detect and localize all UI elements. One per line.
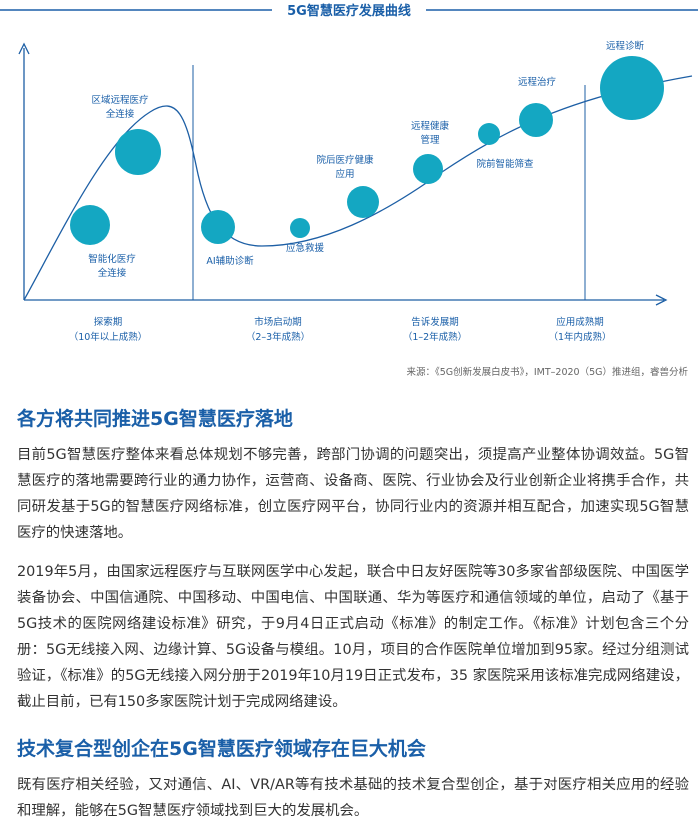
diagram: 5G智慧医疗发展曲线 智能化医疗全连接区域远程医疗全连接AI辅助诊断应急救援院后… <box>0 3 698 343</box>
paragraph: 2019年5月，由国家远程医疗与互联网医学中心发起，联合中日友好医院等30多家省… <box>17 564 689 710</box>
node-circle <box>201 210 235 244</box>
node-circle <box>600 56 664 120</box>
section-heading: 各方将共同推进5G智慧医疗落地 <box>17 408 293 430</box>
node-circle <box>478 123 500 145</box>
source: 来源：《5G创新发展白皮书》，IMT–2020（5G）推进组，睿兽分析 <box>406 367 688 378</box>
diagram-title: 5G智慧医疗发展曲线 <box>287 3 411 19</box>
node-label: 应用 <box>335 168 354 180</box>
phase-name: 探索期 <box>94 316 123 328</box>
node-label: 远程健康 <box>411 120 450 132</box>
paragraph: 既有医疗相关经验，又对通信、AI、VR/AR等有技术基础的技术复合型创企，基于对… <box>17 777 689 819</box>
phase-note: （2–3年成熟） <box>246 331 310 343</box>
node-label: 远程诊断 <box>606 40 645 52</box>
phase-name: 市场启动期 <box>254 316 302 328</box>
node-circle <box>413 154 443 184</box>
node-label: 全连接 <box>98 267 127 279</box>
node-label: 院后医疗健康 <box>316 154 374 166</box>
paragraph: 目前5G智慧医疗整体来看总体规划不够完善，跨部门协调的问题突出，须提高产业整体协… <box>17 447 689 541</box>
node-label: 远程治疗 <box>518 76 557 88</box>
node-label: 院前智能筛查 <box>476 158 534 170</box>
section-heading: 技术复合型创企在5G智慧医疗领域存在巨大机会 <box>17 738 426 760</box>
axis-arrow <box>18 42 30 55</box>
node-label: 管理 <box>420 134 440 146</box>
node-circle <box>519 103 553 137</box>
page: {"diagram":{"title":"5G智慧医疗发展曲线", "nodes… <box>0 3 698 819</box>
node-label: 智能化医疗 <box>88 253 136 265</box>
node-label: 区域远程医疗 <box>91 94 149 106</box>
axis-arrow <box>655 294 668 306</box>
node-label: 应急救援 <box>286 242 325 254</box>
node-circle <box>347 186 379 218</box>
node-label: AI辅助诊断 <box>206 255 254 267</box>
phase-name: 应用成熟期 <box>556 316 604 328</box>
node-circle <box>290 218 310 238</box>
phase-note: （1–2年成熟） <box>403 331 467 343</box>
phase-note: （1年内成熟） <box>548 331 611 343</box>
node-circle <box>70 205 110 245</box>
node-circle <box>115 129 161 175</box>
phase-name: 告诉发展期 <box>411 316 459 328</box>
node-label: 全连接 <box>106 108 135 120</box>
phase-note: （10年以上成熟） <box>69 331 148 343</box>
